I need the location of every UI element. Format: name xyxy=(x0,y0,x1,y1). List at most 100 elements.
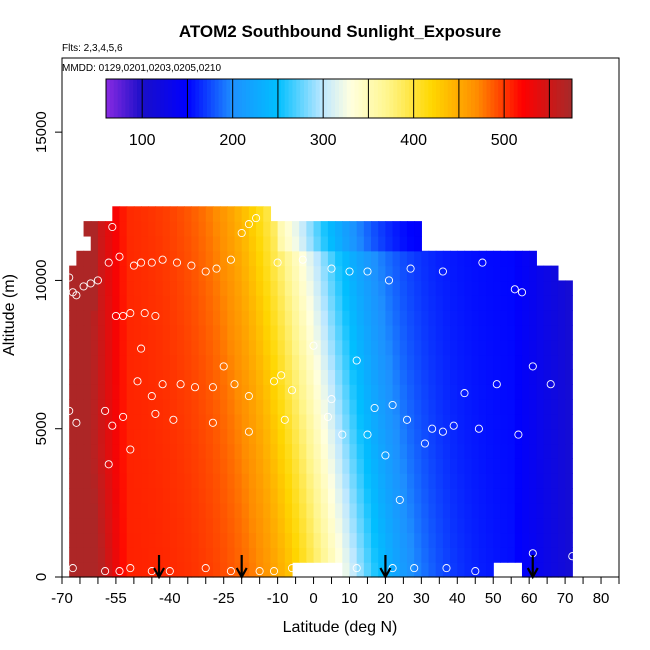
heatmap-cell xyxy=(198,532,207,548)
heatmap-cell xyxy=(97,458,106,474)
heatmap-cell xyxy=(313,280,322,296)
heatmap-cell xyxy=(529,502,537,519)
heatmap-cell xyxy=(421,547,430,563)
heatmap-cell xyxy=(335,250,343,267)
colorbar-segment xyxy=(241,79,247,118)
heatmap-cell xyxy=(277,458,286,474)
heatmap-cell xyxy=(414,399,422,415)
heatmap-cell xyxy=(450,428,458,445)
heatmap-cell xyxy=(392,547,401,563)
heatmap-cell xyxy=(442,517,451,534)
heatmap-cell xyxy=(320,354,329,370)
heatmap-cell xyxy=(227,399,236,415)
sample-point xyxy=(176,380,185,389)
heatmap-cell xyxy=(442,369,451,385)
heatmap-cell xyxy=(543,562,552,578)
heatmap-cell xyxy=(119,562,128,578)
heatmap-cell xyxy=(220,532,228,548)
heatmap-cell xyxy=(198,413,207,430)
heatmap-cell xyxy=(169,339,178,356)
heatmap-cell xyxy=(550,310,559,326)
heatmap-cell xyxy=(306,399,315,415)
heatmap-cell xyxy=(342,517,351,534)
heatmap-cell xyxy=(126,354,135,370)
heatmap-cell xyxy=(141,206,149,222)
heatmap-cell xyxy=(105,384,113,400)
heatmap-cell xyxy=(90,310,99,326)
heatmap-cell xyxy=(421,502,430,519)
heatmap-cell xyxy=(227,354,236,370)
heatmap-cell xyxy=(406,443,415,459)
heatmap-cell xyxy=(76,443,85,459)
heatmap-cell xyxy=(435,517,444,534)
heatmap-cell xyxy=(284,250,293,267)
heatmap-cell xyxy=(270,399,279,415)
heatmap-cell xyxy=(141,428,149,445)
sample-point xyxy=(255,567,264,576)
heatmap-cell xyxy=(500,413,509,430)
heatmap-cell xyxy=(205,354,214,370)
y-tick-label: 0 xyxy=(33,573,50,581)
heatmap-cell xyxy=(76,295,85,311)
heatmap-cell xyxy=(220,369,228,385)
sample-points xyxy=(65,214,577,576)
heatmap-cell xyxy=(227,473,236,489)
colorbar-segment xyxy=(335,79,340,118)
heatmap-cell xyxy=(234,384,243,400)
heatmap-cell xyxy=(471,324,480,341)
heatmap-cell xyxy=(291,324,300,341)
heatmap-cell xyxy=(112,310,121,326)
heatmap-cell xyxy=(90,280,99,296)
heatmap-cell xyxy=(105,517,113,534)
heatmap-cell xyxy=(428,562,437,578)
heatmap-cell xyxy=(313,443,322,459)
heatmap-cell xyxy=(291,399,300,415)
heatmap-cell xyxy=(97,295,106,311)
heatmap-cell xyxy=(234,413,243,430)
heatmap-cell xyxy=(428,280,437,296)
colorbar-segment xyxy=(234,79,239,118)
heatmap-cell xyxy=(486,384,494,400)
heatmap-cell xyxy=(557,324,566,341)
heatmap-cell xyxy=(212,443,221,459)
heatmap-cell xyxy=(248,280,257,296)
heatmap-cell xyxy=(464,562,473,578)
heatmap-cell xyxy=(313,399,322,415)
sample-point xyxy=(158,255,167,264)
heatmap-cell xyxy=(184,488,192,504)
heatmap-cell xyxy=(399,384,408,400)
heatmap-cell xyxy=(543,265,552,282)
heatmap-cell xyxy=(335,310,343,326)
heatmap-cell xyxy=(184,547,192,563)
sample-point xyxy=(388,400,397,410)
heatmap-cell xyxy=(442,502,451,519)
heatmap-cell xyxy=(450,310,458,326)
heatmap-cell xyxy=(514,280,523,296)
heatmap-cell xyxy=(478,443,487,459)
heatmap-cell xyxy=(119,265,128,282)
heatmap-cell xyxy=(406,488,415,504)
heatmap-cell xyxy=(335,354,343,370)
heatmap-cell xyxy=(141,265,149,282)
heatmap-cell xyxy=(471,265,480,282)
heatmap-cell xyxy=(256,280,264,296)
heatmap-cell xyxy=(450,354,458,370)
sample-point xyxy=(101,406,110,415)
heatmap-cell xyxy=(241,413,250,430)
heatmap-cell xyxy=(176,235,185,252)
heatmap-cell xyxy=(349,443,358,459)
sample-point xyxy=(237,228,246,238)
heatmap-cell xyxy=(529,369,537,385)
sample-point xyxy=(190,383,200,392)
heatmap-cell xyxy=(493,473,502,489)
heatmap-cell xyxy=(97,473,106,489)
heatmap-cell xyxy=(421,354,430,370)
heatmap-cell xyxy=(241,517,250,534)
x-tick-label: -70 xyxy=(51,590,73,607)
heatmap-cell xyxy=(392,413,401,430)
heatmap-cell xyxy=(356,562,365,578)
heatmap-cell xyxy=(500,339,509,356)
heatmap-cell xyxy=(342,502,351,519)
heatmap-cell xyxy=(141,221,149,237)
heatmap-cell xyxy=(119,458,128,474)
